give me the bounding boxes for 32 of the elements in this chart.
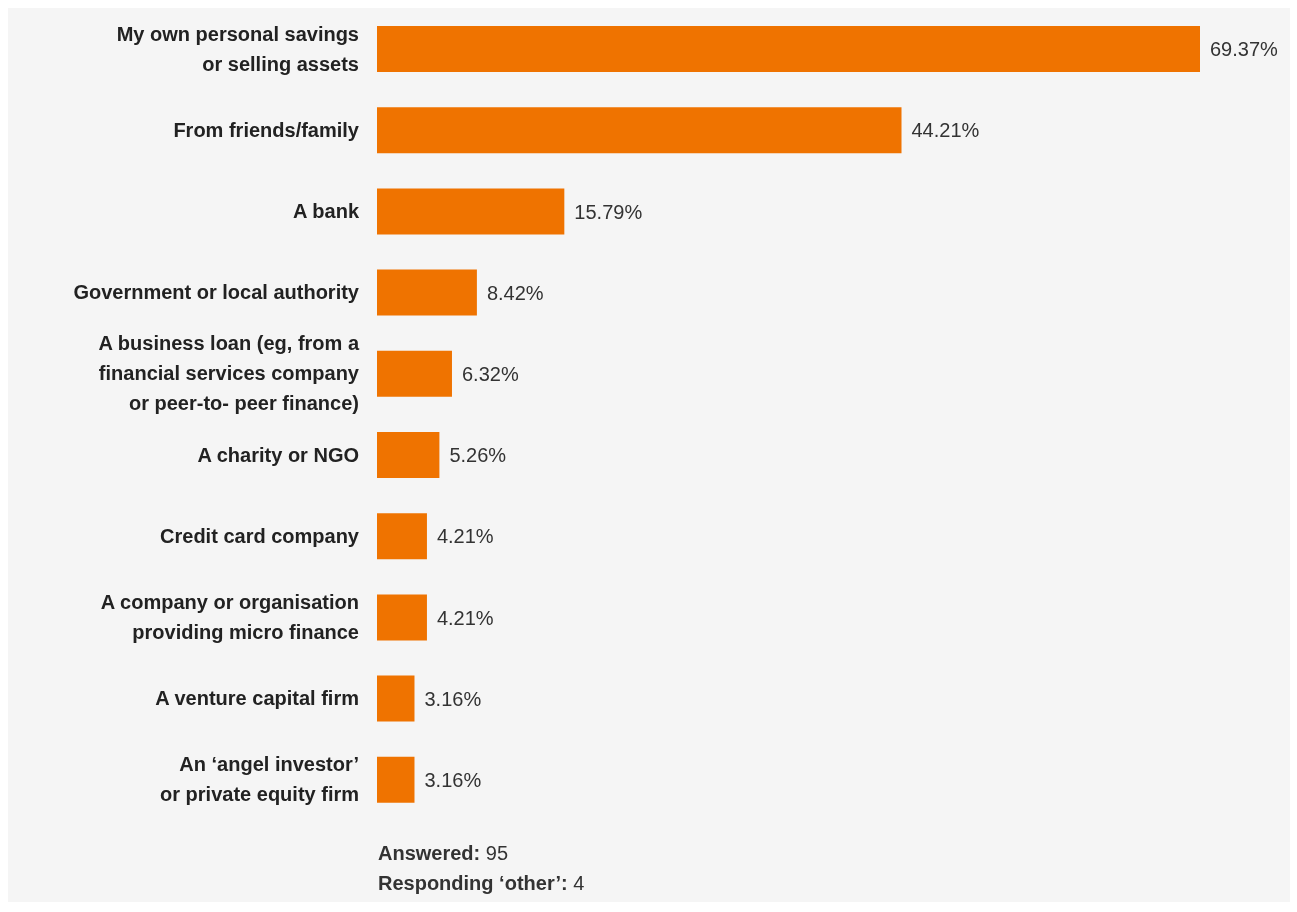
bar bbox=[377, 675, 415, 722]
y-tick-label: A business loan (eg, from a financial services company or peer-to- peer finance) bbox=[98, 332, 360, 415]
data-label: 6.32% bbox=[461, 362, 519, 385]
data-label: 44.21% bbox=[911, 119, 980, 142]
data-label: 4.21% bbox=[436, 606, 494, 629]
bar bbox=[377, 188, 565, 235]
data-label: 4.21% bbox=[436, 525, 494, 548]
bar bbox=[377, 350, 452, 397]
bar bbox=[377, 594, 427, 641]
bar bbox=[377, 756, 415, 803]
y-tick-label: From friends/family bbox=[173, 118, 360, 141]
text: Answered: 95 bbox=[378, 841, 510, 866]
y-tick-label: Government or local authority bbox=[73, 281, 360, 304]
y-tick-label: A bank bbox=[293, 200, 360, 222]
y-tick-label: My own personal savings or selling assets bbox=[116, 22, 359, 75]
y-tick-label: An ‘angel investor’ or private equity firm bbox=[160, 753, 359, 806]
y-tick-label: A charity or NGO bbox=[197, 443, 359, 466]
data-label: 8.42% bbox=[486, 281, 544, 304]
y-tick-label: A company or organisation providing micro finance bbox=[100, 591, 359, 643]
data-label: 5.26% bbox=[449, 444, 507, 467]
bar bbox=[377, 513, 427, 560]
y-tick-label: A venture capital firm bbox=[155, 687, 359, 710]
text: Responding ‘other’: 4 bbox=[378, 871, 586, 896]
data-label: 69.37% bbox=[1210, 38, 1279, 61]
data-label: 3.16% bbox=[424, 687, 482, 710]
bar bbox=[377, 269, 477, 316]
data-label: 15.79% bbox=[574, 200, 643, 223]
y-tick-label: Credit card company bbox=[160, 524, 360, 547]
data-label: 3.16% bbox=[424, 768, 482, 791]
bar bbox=[377, 26, 1200, 72]
bar bbox=[377, 432, 440, 478]
bar bbox=[377, 107, 902, 154]
